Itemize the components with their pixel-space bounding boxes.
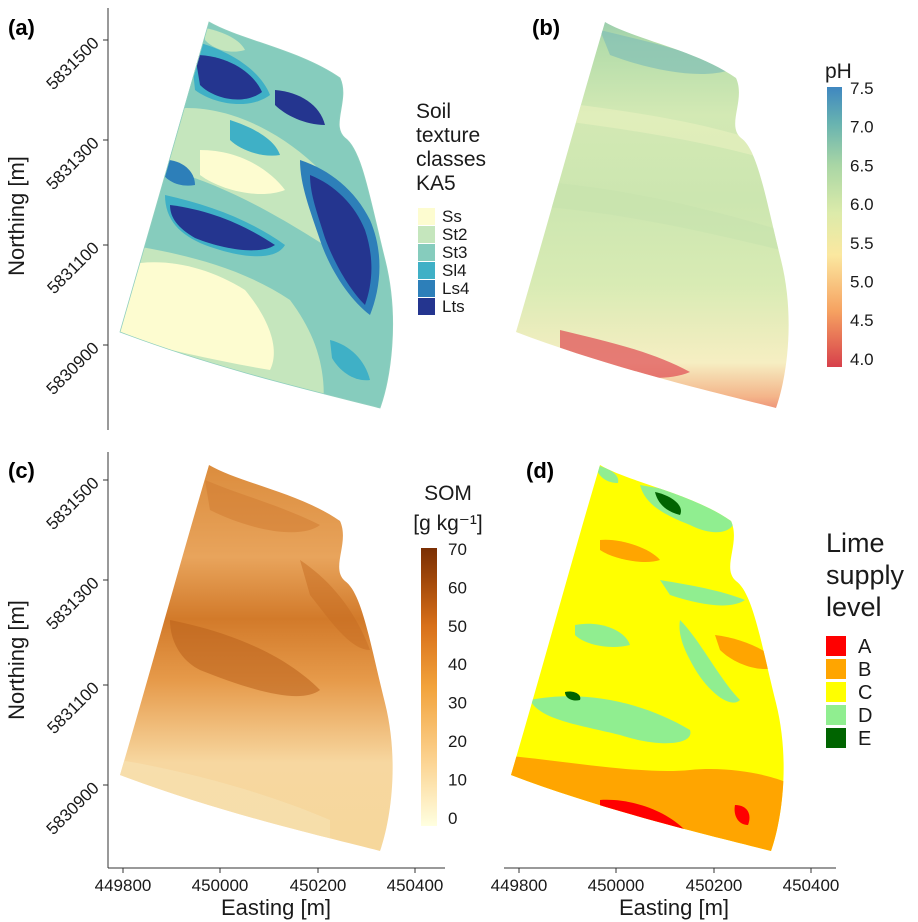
ph-legend-tick: 7.5: [850, 79, 874, 98]
texture-legend-label: Ls4: [442, 279, 469, 298]
lime-legend-label: D: [858, 705, 872, 727]
ph-legend-tick: 4.0: [850, 350, 874, 369]
y-tick-label: 5831300: [43, 573, 103, 633]
field-map-texture: [120, 22, 393, 408]
texture-legend-swatch: [418, 262, 435, 279]
panel-c: SOM [g kg⁻¹] 70 60 50 40 30 20 10 0: [107, 452, 483, 869]
ph-legend-tick: 7.0: [850, 118, 874, 137]
texture-legend-swatch: [418, 226, 435, 243]
lime-legend-swatch: [826, 636, 846, 656]
x-tick-label: 450000: [192, 876, 249, 895]
ph-colorbar: [827, 87, 842, 367]
y-axis-title-top: Northing [m]: [4, 156, 29, 276]
x-tick-labels: 449800 450000 450200 450400 449800 450000 4502…: [95, 868, 840, 895]
x-tick-label: 449800: [491, 876, 548, 895]
som-legend-title: SOM: [424, 482, 472, 505]
ph-legend-tick: 5.0: [850, 273, 874, 292]
ph-legend-tick: 6.5: [850, 156, 874, 175]
panel-tag: (a): [8, 15, 35, 40]
lime-legend-swatch: [826, 705, 846, 725]
y-tick-label: 5831100: [43, 238, 102, 297]
som-legend-tick: 20: [448, 732, 467, 751]
panel-tag: (d): [526, 458, 554, 483]
x-tick-label: 450200: [686, 876, 743, 895]
lime-legend-swatch: [826, 682, 846, 702]
field-map-ph: [516, 22, 789, 408]
som-legend-tick: 50: [448, 617, 467, 636]
som-legend-tick: 70: [448, 540, 467, 559]
som-colorbar: [421, 548, 437, 826]
lime-legend-label: C: [858, 682, 872, 704]
panel-tag: (c): [8, 458, 35, 483]
y-tick-labels: 5831500 5831300 5831100 5830900 5831500 58313…: [43, 33, 108, 839]
x-axis-title-left: Easting [m]: [221, 895, 331, 920]
ph-legend-title: pH: [825, 60, 852, 83]
lime-legend-title: Lime: [826, 528, 885, 558]
som-legend-tick: 40: [448, 655, 467, 674]
texture-legend-label: St3: [442, 243, 468, 262]
y-tick-label: 5830900: [43, 778, 103, 838]
y-tick-label: 5831500: [43, 33, 103, 93]
x-axis-title-right: Easting [m]: [619, 895, 729, 920]
texture-legend-swatch: [418, 244, 435, 261]
texture-legend-title: classes: [416, 148, 486, 171]
lime-legend-title: supply: [826, 560, 905, 590]
x-tick-label: 449800: [95, 876, 152, 895]
lime-legend-label: A: [858, 636, 872, 658]
som-legend-tick: 10: [448, 770, 467, 789]
x-tick-label: 450000: [588, 876, 645, 895]
x-tick-label: 450200: [290, 876, 347, 895]
som-legend-tick: 60: [448, 578, 467, 597]
texture-legend-title: texture: [416, 124, 480, 147]
ph-legend-tick: 6.0: [850, 195, 874, 214]
texture-legend-label: Sl4: [442, 261, 467, 280]
texture-legend-label: Lts: [442, 297, 465, 316]
panel-b: pH 7.5 7.0 6.5 6.0 5.5 5.0 4.5 4.0: [516, 22, 874, 408]
y-axis-title-bottom: Northing [m]: [4, 600, 29, 720]
texture-legend-title: KA5: [416, 172, 456, 195]
y-tick-label: 5831100: [43, 678, 102, 737]
som-legend-tick: 30: [448, 694, 467, 713]
texture-legend-swatch: [418, 208, 435, 225]
ph-legend-tick: 4.5: [850, 311, 874, 330]
x-tick-label: 450400: [783, 876, 840, 895]
field-map-lime: [511, 465, 784, 851]
lime-legend-label: E: [858, 728, 871, 750]
y-tick-label: 5831500: [43, 473, 103, 533]
field-map-som: [120, 465, 393, 851]
texture-legend-swatch: [418, 280, 435, 297]
ph-legend-tick: 5.5: [850, 234, 874, 253]
lime-legend-swatch: [826, 659, 846, 679]
panel-tags: (a) (b) (c) (d): [8, 15, 560, 483]
texture-legend-label: St2: [442, 225, 468, 244]
lime-legend-swatch: [826, 728, 846, 748]
texture-legend-title: Soil: [416, 100, 451, 123]
y-tick-label: 5831300: [43, 133, 103, 193]
y-tick-label: 5830900: [43, 338, 103, 398]
x-tick-label: 450400: [387, 876, 444, 895]
lime-legend-title: level: [826, 592, 882, 622]
ph-legend-ticks: 7.5 7.0 6.5 6.0 5.5 5.0 4.5 4.0: [850, 79, 874, 369]
texture-legend-swatch: [418, 298, 435, 315]
panel-tag: (b): [532, 15, 560, 40]
texture-legend-label: Ss: [442, 207, 462, 226]
som-legend-ticks: 70 60 50 40 30 20 10 0: [448, 540, 467, 828]
som-legend-unit: [g kg⁻¹]: [413, 512, 482, 535]
lime-legend-label: B: [858, 659, 871, 681]
som-legend-tick: 0: [448, 809, 457, 828]
